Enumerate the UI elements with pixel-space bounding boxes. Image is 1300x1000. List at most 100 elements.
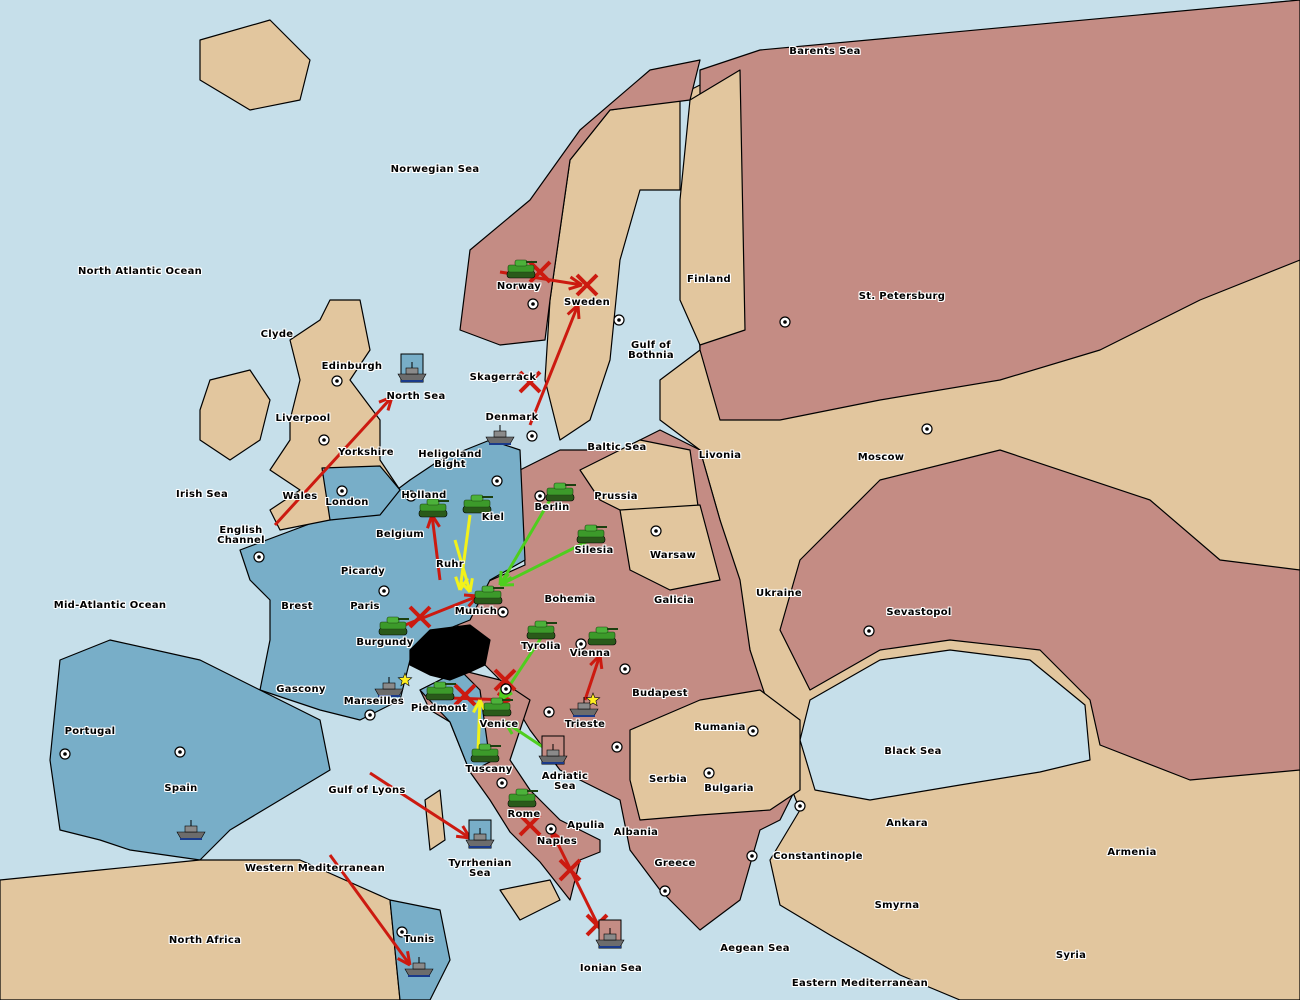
label-picardy: Picardy	[340, 566, 386, 577]
failed-order-x-icon	[518, 370, 542, 394]
army-icon[interactable]	[526, 620, 557, 640]
label-norway: Norway	[496, 281, 542, 292]
fleet-icon[interactable]	[397, 353, 427, 383]
supply-center-icon	[794, 800, 806, 812]
supply-center-icon	[543, 706, 555, 718]
label-barents-sea: Barents Sea	[789, 46, 861, 57]
label-rumania: Rumania	[694, 722, 746, 733]
label-bohemia: Bohemia	[544, 594, 596, 605]
land-ireland[interactable]	[199, 369, 271, 461]
fleet-icon[interactable]	[538, 735, 568, 765]
label-eastern-mediterranean: Eastern Mediterranean	[791, 978, 929, 989]
label-spain: Spain	[164, 783, 198, 794]
army-icon[interactable]	[507, 788, 538, 808]
label-tyrolia: Tyrolia	[521, 641, 561, 652]
star-icon	[585, 692, 601, 707]
province-balkans[interactable]	[629, 689, 801, 821]
label-edinburgh: Edinburgh	[321, 361, 383, 372]
army-icon[interactable]	[587, 626, 618, 646]
label-north-atlantic-ocean: North Atlantic Ocean	[77, 266, 203, 277]
label-north-sea: North Sea	[386, 391, 446, 402]
label-black-sea: Black Sea	[884, 746, 942, 757]
supply-center-icon	[779, 316, 791, 328]
label-gascony: Gascony	[276, 684, 326, 695]
label-silesia: Silesia	[574, 545, 614, 556]
province-tunis[interactable]	[389, 899, 451, 1000]
label-bulgaria: Bulgaria	[704, 783, 754, 794]
supply-center-icon	[703, 767, 715, 779]
army-icon[interactable]	[462, 494, 493, 514]
supply-center-icon	[619, 663, 631, 675]
label-ankara: Ankara	[886, 818, 928, 829]
supply-center-icon	[611, 741, 623, 753]
land-iberia[interactable]	[49, 639, 331, 861]
label-tuscany: Tuscany	[465, 764, 513, 775]
label-rome: Rome	[507, 809, 541, 820]
province-st-petersburg[interactable]	[699, 0, 1300, 421]
supply-center-icon	[59, 748, 71, 760]
province-sevastopol[interactable]	[779, 449, 1300, 781]
failed-order-x-icon	[408, 605, 432, 629]
fleet-icon[interactable]	[595, 919, 625, 949]
label-irish-sea: Irish Sea	[175, 489, 229, 500]
army-icon[interactable]	[378, 616, 409, 636]
label-ruhr: Ruhr	[435, 559, 465, 570]
army-icon[interactable]	[482, 697, 513, 717]
fleet-icon[interactable]	[404, 957, 434, 977]
black-sea[interactable]	[799, 649, 1091, 801]
fleet-icon[interactable]	[569, 697, 599, 717]
label-adriatic-sea: Adriatic Sea	[541, 771, 589, 792]
label-gulf-of-lyons: Gulf of Lyons	[328, 785, 406, 796]
province-warsaw[interactable]	[619, 504, 721, 591]
army-icon[interactable]	[470, 743, 501, 763]
army-icon[interactable]	[425, 681, 456, 701]
order-arrow	[453, 539, 474, 594]
order-arrow	[583, 653, 604, 701]
supply-center-icon	[396, 926, 408, 938]
land-sicily[interactable]	[499, 879, 561, 921]
army-icon[interactable]	[576, 524, 607, 544]
label-vienna: Vienna	[569, 648, 611, 659]
failed-order-x-icon	[575, 273, 599, 297]
label-serbia: Serbia	[648, 774, 688, 785]
land-north-africa[interactable]	[0, 859, 401, 1000]
supply-center-icon	[659, 885, 671, 897]
supply-center-icon	[318, 434, 330, 446]
label-norwegian-sea: Norwegian Sea	[390, 164, 480, 175]
province-london[interactable]	[321, 465, 401, 521]
label-piedmont: Piedmont	[410, 703, 468, 714]
army-icon[interactable]	[418, 498, 449, 518]
label-baltic-sea: Baltic Sea	[587, 442, 647, 453]
fleet-icon[interactable]	[176, 820, 206, 840]
label-venice: Venice	[479, 719, 519, 730]
fleet-icon[interactable]	[374, 677, 404, 697]
label-sevastopol: Sevastopol	[886, 607, 952, 618]
supply-center-icon	[863, 625, 875, 637]
label-skagerrack: Skagerrack	[469, 372, 537, 383]
label-yorkshire: Yorkshire	[338, 447, 394, 458]
land-corsica-sardinia[interactable]	[424, 789, 446, 851]
label-budapest: Budapest	[632, 688, 688, 699]
label-denmark: Denmark	[485, 412, 539, 423]
fleet-icon[interactable]	[465, 819, 495, 849]
failed-order-x-icon	[493, 668, 517, 692]
label-greece: Greece	[654, 858, 696, 869]
label-constantinople: Constantinople	[773, 851, 863, 862]
supply-center-icon	[378, 585, 390, 597]
fleet-icon[interactable]	[485, 425, 515, 445]
province-finland[interactable]	[679, 69, 746, 346]
label-livonia: Livonia	[698, 450, 742, 461]
land-iceland[interactable]	[199, 19, 311, 111]
order-arrow	[328, 854, 412, 967]
supply-center-icon	[526, 430, 538, 442]
label-sweden: Sweden	[563, 297, 611, 308]
army-icon[interactable]	[545, 482, 576, 502]
switzerland-impassable	[409, 624, 491, 681]
order-arrow	[498, 499, 552, 587]
supply-center-icon	[336, 485, 348, 497]
army-icon[interactable]	[473, 585, 504, 605]
label-ukraine: Ukraine	[756, 588, 802, 599]
army-icon[interactable]	[506, 259, 537, 279]
label-brest: Brest	[281, 601, 313, 612]
label-london: London	[325, 497, 369, 508]
